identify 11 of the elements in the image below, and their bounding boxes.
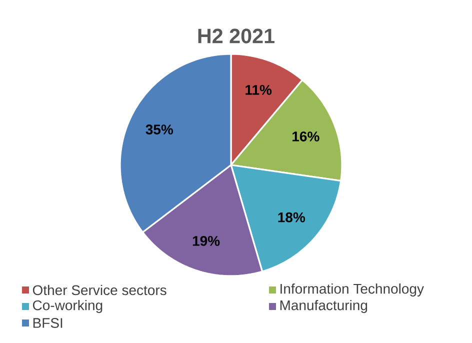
legend-label: Information Technology: [280, 283, 424, 297]
legend-label: BFSI: [33, 318, 62, 328]
data-label: 11%: [246, 84, 272, 95]
legend-label: Manufacturing: [280, 300, 368, 314]
legend-label: Other Service sectors: [32, 284, 166, 296]
data-label: 35%: [146, 124, 174, 134]
data-label: 19%: [192, 236, 220, 246]
chart-title: H2 2021: [198, 28, 274, 44]
data-label: 18%: [278, 212, 306, 222]
legend-label: Co-working: [32, 300, 102, 314]
data-label: 16%: [292, 132, 320, 142]
